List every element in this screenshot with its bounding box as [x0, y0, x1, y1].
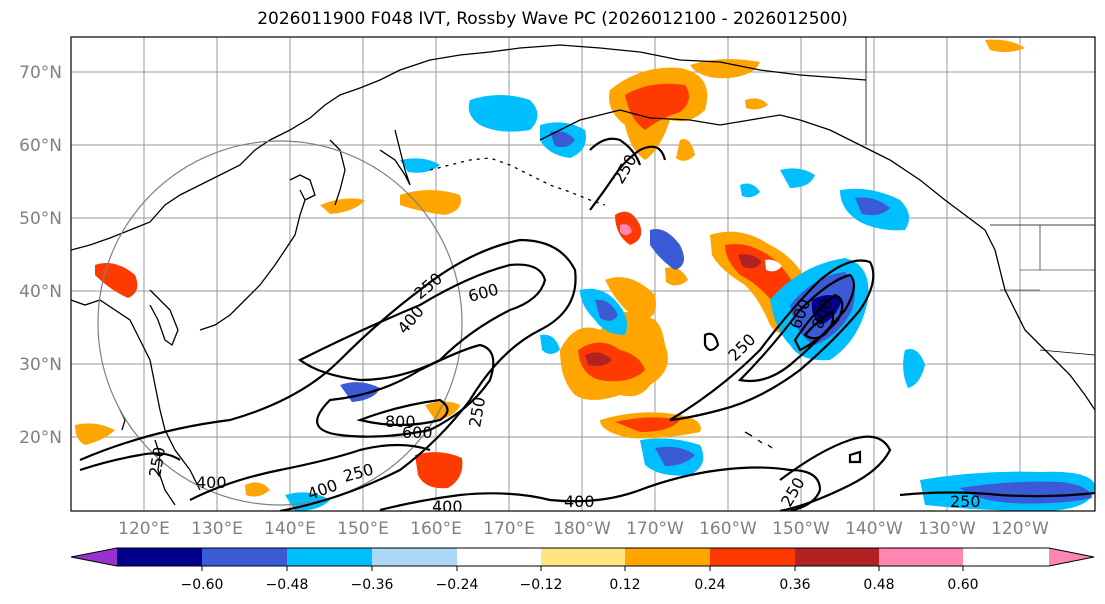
lon-label: 160°E: [410, 519, 462, 539]
colorbar-tick-label: 0.24: [694, 577, 725, 593]
lat-label: 30°N: [19, 355, 62, 375]
colorbar-bin: [879, 548, 963, 566]
colorbar-bin: [625, 548, 710, 566]
lon-label: 140°E: [264, 519, 316, 539]
map-frame: [70, 36, 1096, 512]
contour-label: 250: [950, 492, 981, 511]
lon-label: 170°W: [626, 519, 684, 539]
contour-label: 400: [564, 492, 595, 511]
colorbar-tick-label: 0.48: [863, 577, 894, 593]
lon-label: 180°W: [553, 519, 611, 539]
lat-label: 20°N: [19, 428, 62, 448]
colorbar-tick-label: 0.12: [609, 577, 640, 593]
lon-label: 150°E: [337, 519, 389, 539]
latitude-labels: 20°N 30°N 40°N 50°N 60°N 70°N: [19, 63, 62, 448]
colorbar-ticks: [201, 566, 964, 571]
colorbar-tick-label: −0.60: [181, 577, 224, 593]
lon-label: 160°W: [699, 519, 757, 539]
lon-label: 120°W: [991, 519, 1049, 539]
coastlines: [71, 37, 1095, 506]
lon-label: 120°E: [118, 519, 170, 539]
lat-label: 70°N: [19, 63, 62, 83]
colorbar-bin: [287, 548, 372, 566]
contour-label: 400: [432, 497, 463, 516]
map-title: 2026011900 F048 IVT, Rossby Wave PC (202…: [257, 9, 848, 29]
colorbar-tick-label: 0.36: [779, 577, 810, 593]
contour-label: 800: [385, 412, 416, 431]
plot-area: [71, 37, 1095, 511]
colorbar-tick-label: −0.24: [436, 577, 479, 593]
projection-circle: [97, 140, 463, 506]
colorbar-bin: [372, 548, 457, 566]
lon-label: 140°W: [845, 519, 903, 539]
colorbar-tick-label: −0.12: [520, 577, 563, 593]
colorbar-bin: [457, 548, 541, 566]
colorbar-bin: [117, 548, 202, 566]
colorbar-bin: [541, 548, 625, 566]
lon-label: 130°E: [191, 519, 243, 539]
contour-label: 400: [196, 473, 227, 492]
lon-label: 170°E: [483, 519, 535, 539]
colorbar-bin: [795, 548, 879, 566]
colorbar-tick-label: −0.36: [351, 577, 394, 593]
colorbar-extend-high: [1049, 548, 1094, 566]
colorbar-tick-label: 0.60: [947, 577, 978, 593]
colorbar-extend-low: [71, 548, 117, 566]
colorbar-bin: [963, 548, 1049, 566]
lat-label: 50°N: [19, 209, 62, 229]
contour-label: 600: [402, 423, 433, 442]
colorbar-bin: [710, 548, 795, 566]
longitude-labels: 120°E 130°E 140°E 150°E 160°E 170°E 180°…: [118, 519, 1049, 539]
ivt-contours: [79, 137, 1095, 511]
colorbar-outline: [70, 547, 1095, 567]
lon-label: 150°W: [772, 519, 830, 539]
colorbar-tick-label: −0.48: [266, 577, 309, 593]
lat-label: 40°N: [19, 282, 62, 302]
colorbar-bin: [202, 548, 287, 566]
colorbar: −0.60 −0.48 −0.36 −0.24 −0.12 0.12 0.24 …: [70, 547, 1095, 593]
lat-label: 60°N: [19, 136, 62, 156]
lon-label: 130°W: [918, 519, 976, 539]
